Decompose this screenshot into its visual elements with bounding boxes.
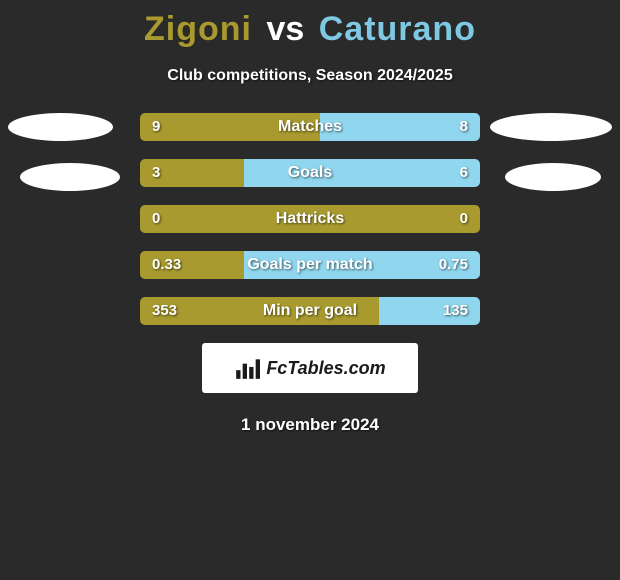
player-badge-ellipse [490,113,612,141]
stat-label: Goals [140,159,480,187]
logo-box: FcTables.com [202,343,418,393]
stat-label: Goals per match [140,251,480,279]
title-player1: Zigoni [144,10,252,48]
stat-row: 00Hattricks [140,205,480,233]
stat-row: 98Matches [140,113,480,141]
subtitle: Club competitions, Season 2024/2025 [0,67,620,85]
title-vs: vs [266,10,304,48]
page-title: Zigoni vs Caturano [0,0,620,49]
stat-row: 0.330.75Goals per match [140,251,480,279]
date: 1 november 2024 [0,415,620,435]
logo-text: FcTables.com [266,358,385,379]
stat-label: Hattricks [140,205,480,233]
stat-row: 353135Min per goal [140,297,480,325]
bar-chart-icon [234,355,260,381]
player-badge-ellipse [20,163,120,191]
player-badge-ellipse [8,113,113,141]
player-badge-ellipse [505,163,601,191]
comparison-chart: 98Matches 36Goals 00Hattricks 0.330.75Goals… [0,113,620,325]
title-player2: Caturano [319,10,476,48]
stat-label: Min per goal [140,297,480,325]
stat-label: Matches [140,113,480,141]
stat-row: 36Goals [140,159,480,187]
